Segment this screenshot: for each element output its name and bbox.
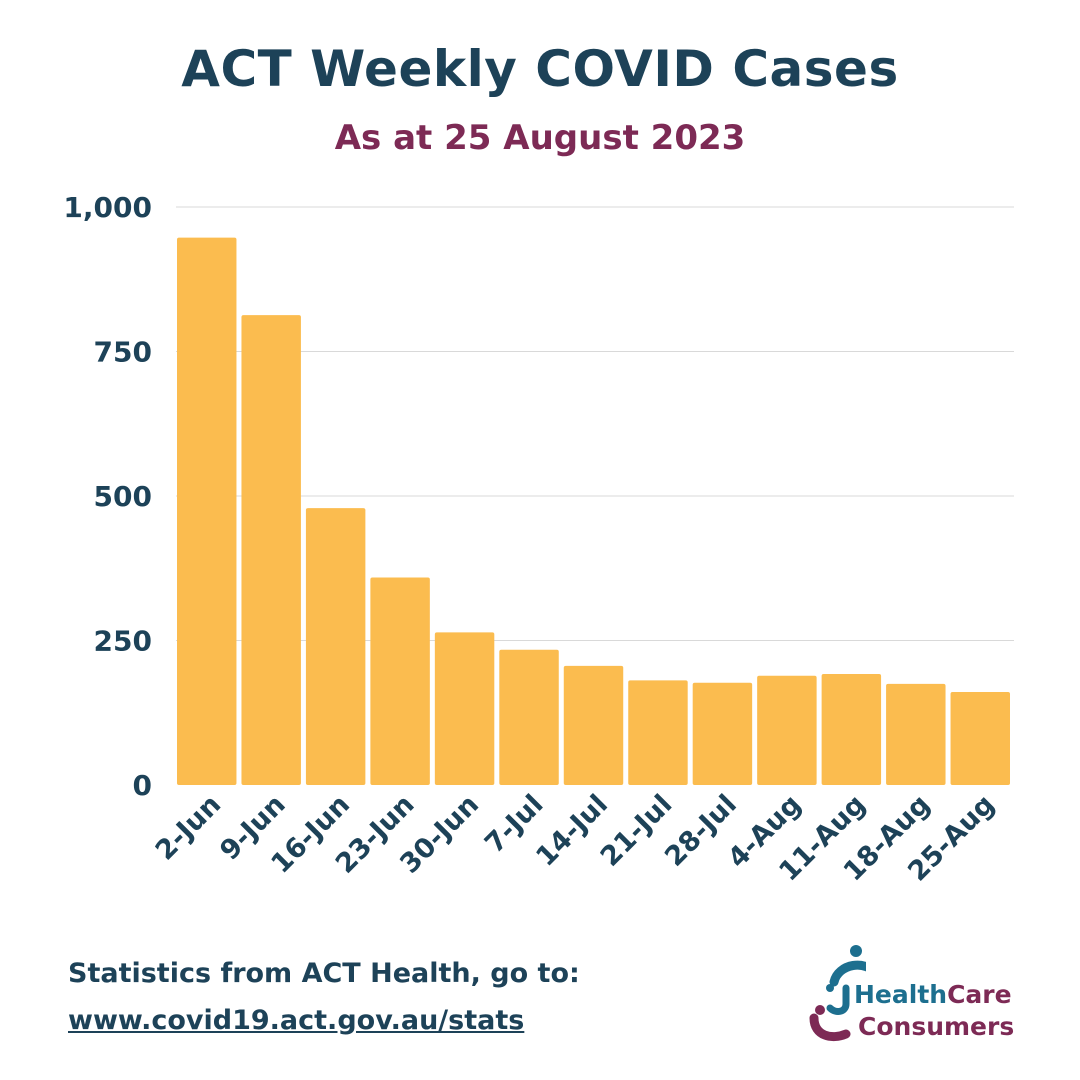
bars xyxy=(177,237,1010,785)
x-axis-ticks: 2-Jun9-Jun16-Jun23-Jun30-Jun7-Jul14-Jul2… xyxy=(150,789,1001,887)
bar xyxy=(692,682,753,785)
bar xyxy=(950,691,1010,785)
logo-health-text: Health xyxy=(854,980,948,1009)
y-tick-label: 1,000 xyxy=(63,191,152,224)
bar xyxy=(177,237,237,785)
bar xyxy=(499,649,559,785)
bar xyxy=(821,674,882,785)
logo-people-icon xyxy=(809,945,866,1042)
y-tick-label: 500 xyxy=(94,480,152,513)
bar xyxy=(305,508,366,785)
source-link[interactable]: www.covid19.act.gov.au/stats xyxy=(68,1005,525,1036)
bar xyxy=(434,632,495,785)
bar xyxy=(886,683,946,785)
bar xyxy=(628,680,688,785)
bar xyxy=(757,675,817,785)
logo-care-text: Care xyxy=(947,980,1012,1009)
bar xyxy=(370,577,430,785)
source-text: Statistics from ACT Health, go to: xyxy=(68,958,580,989)
y-tick-label: 250 xyxy=(94,625,152,658)
bar xyxy=(241,315,301,785)
bar-chart: 0 250 500 750 1,000 2-Jun9-Jun16-Jun23-Jun30… xyxy=(63,191,1014,887)
y-tick-label: 750 xyxy=(94,336,152,369)
x-tick-label: 2-Jun xyxy=(150,789,227,866)
healthcare-consumers-logo: HealthCare Consumers xyxy=(806,944,1016,1044)
logo-consumers-text: Consumers xyxy=(858,1012,1015,1041)
chart-subtitle: As at 25 August 2023 xyxy=(334,118,746,158)
gridlines xyxy=(176,206,1014,641)
chart-title: ACT Weekly COVID Cases xyxy=(181,40,899,98)
y-axis-ticks: 0 250 500 750 1,000 xyxy=(63,191,152,802)
y-tick-label: 0 xyxy=(133,769,152,802)
x-tick-label: 21-Jul xyxy=(595,789,679,873)
x-tick-label: 14-Jul xyxy=(530,789,614,873)
bar xyxy=(563,665,624,785)
logo-wordmark-line-1: HealthCare xyxy=(854,980,1012,1009)
